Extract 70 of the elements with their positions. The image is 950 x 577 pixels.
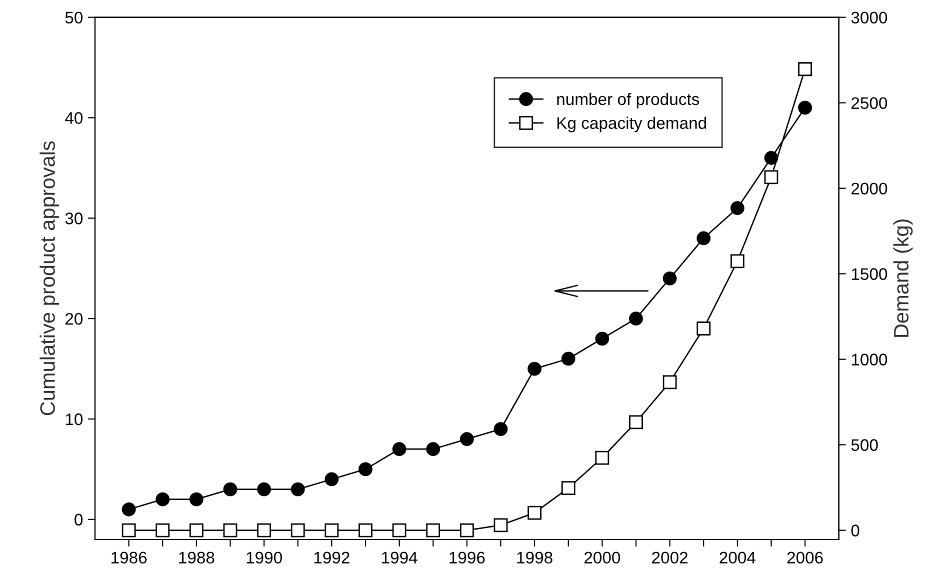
- y2-tick-label: 2000: [851, 182, 888, 194]
- point: [494, 422, 508, 436]
- point: [223, 482, 238, 496]
- point: [358, 523, 372, 538]
- point: [460, 523, 474, 538]
- x-tick-label: 1994: [382, 552, 418, 564]
- x-tick-label: 1990: [246, 552, 282, 564]
- point: [528, 362, 542, 376]
- x-tick-label: 1988: [179, 552, 214, 564]
- y2-tick-label: 3000: [851, 12, 888, 24]
- point: [528, 506, 542, 520]
- x-tick-label: 1986: [112, 552, 147, 564]
- x-tick-label: 2004: [720, 552, 756, 564]
- y2-tick-label: 500: [851, 439, 878, 451]
- point: [189, 492, 204, 506]
- point: [662, 375, 677, 390]
- point: [223, 523, 238, 538]
- point: [156, 492, 170, 506]
- y-tick-label: 10: [66, 413, 83, 426]
- point: [392, 523, 406, 538]
- point: [324, 523, 339, 538]
- point: [764, 170, 778, 184]
- point: [257, 482, 271, 496]
- point: [460, 432, 474, 446]
- point: [696, 231, 711, 246]
- point: [595, 450, 610, 465]
- y2-axis-title: Demand (kg): [893, 219, 913, 337]
- point: [764, 150, 778, 165]
- point: [426, 523, 440, 538]
- y2-tick-label: 1000: [852, 354, 888, 366]
- point: [122, 502, 136, 516]
- y-tick-label: 20: [65, 312, 83, 325]
- x-tick-label: 1998: [517, 552, 552, 564]
- point: [629, 312, 643, 326]
- y-tick-label: 40: [65, 112, 83, 124]
- point: [730, 201, 744, 216]
- point: [189, 523, 204, 538]
- point: [257, 523, 271, 538]
- point: [494, 518, 508, 532]
- point: [561, 481, 576, 495]
- y-tick-label: 30: [65, 212, 83, 224]
- point: [358, 462, 372, 476]
- point: [122, 523, 136, 538]
- y2-tick-label: 1500: [852, 268, 888, 280]
- point: [730, 254, 744, 268]
- point: [798, 62, 812, 76]
- legend-label: Kg capacity demand: [557, 116, 706, 132]
- point: [392, 442, 406, 456]
- x-tick-label: 1992: [314, 552, 350, 564]
- legend-label: number of products: [557, 92, 700, 108]
- point: [290, 523, 305, 538]
- point: [629, 415, 643, 430]
- point: [662, 271, 677, 286]
- x-tick-label: 1996: [450, 552, 485, 564]
- y-axis-title: Cumulative product approvals: [40, 141, 60, 416]
- point: [426, 442, 440, 456]
- point: [156, 523, 170, 538]
- point: [696, 322, 711, 336]
- x-tick-label: 2000: [584, 552, 620, 564]
- y-tick-label: 0: [74, 514, 83, 526]
- point: [324, 472, 339, 486]
- point: [290, 482, 305, 496]
- y-tick-label: 50: [65, 12, 83, 24]
- x-tick-label: 2002: [652, 552, 688, 564]
- point: [798, 100, 812, 115]
- y2-tick-label: 0: [851, 524, 860, 536]
- x-tick-label: 2006: [787, 552, 823, 564]
- y2-tick-label: 2500: [851, 97, 888, 110]
- point: [595, 332, 610, 346]
- point: [561, 352, 576, 366]
